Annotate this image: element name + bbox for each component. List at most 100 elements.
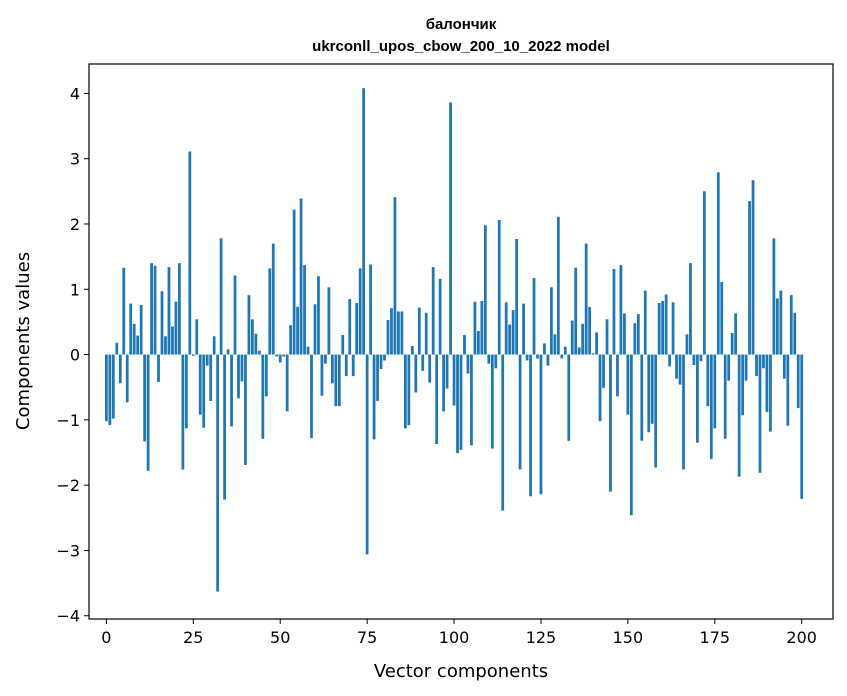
bar-85 xyxy=(400,311,404,355)
bar-166 xyxy=(682,354,685,470)
bar-154 xyxy=(640,354,644,441)
bar-3 xyxy=(115,342,119,355)
bar-53 xyxy=(289,325,293,355)
bar-76 xyxy=(369,264,372,355)
bar-18 xyxy=(167,267,171,355)
x-tick-label: 150 xyxy=(613,628,644,647)
bar-89 xyxy=(414,354,418,393)
bar-151 xyxy=(629,354,633,516)
bar-128 xyxy=(550,287,553,355)
bar-57 xyxy=(303,265,306,355)
bar-93 xyxy=(428,354,432,383)
bar-189 xyxy=(762,354,765,369)
bar-73 xyxy=(358,268,362,355)
bar-110 xyxy=(487,354,491,364)
bar-63 xyxy=(324,354,327,364)
bar-24 xyxy=(188,151,192,355)
bar-184 xyxy=(744,354,748,381)
bar-192 xyxy=(772,238,776,355)
bar-107 xyxy=(476,331,480,355)
bar-30 xyxy=(209,354,213,401)
bar-12 xyxy=(146,354,150,471)
bar-67 xyxy=(337,354,341,407)
bar-139 xyxy=(588,306,592,355)
bar-52 xyxy=(285,354,289,412)
bar-96 xyxy=(438,278,442,355)
bar-163 xyxy=(671,302,675,355)
bar-188 xyxy=(758,354,762,473)
bar-45 xyxy=(261,354,265,439)
x-tick-label: 75 xyxy=(357,628,377,647)
bar-70 xyxy=(348,299,352,355)
bar-13 xyxy=(150,263,153,355)
bar-140 xyxy=(591,353,595,355)
bar-195 xyxy=(782,354,786,379)
bars-group xyxy=(104,88,804,592)
bar-183 xyxy=(741,354,744,416)
bar-145 xyxy=(609,354,612,492)
bar-174 xyxy=(709,354,713,460)
bar-157 xyxy=(650,354,654,424)
bar-113 xyxy=(497,220,501,355)
bar-64 xyxy=(327,287,331,355)
bar-75 xyxy=(365,354,369,555)
bar-26 xyxy=(195,319,199,355)
bar-84 xyxy=(397,311,400,355)
bar-1 xyxy=(108,354,112,426)
bar-161 xyxy=(664,294,668,355)
y-tick-label: −4 xyxy=(56,607,80,626)
bar-36 xyxy=(230,354,233,427)
bar-111 xyxy=(490,354,494,449)
bar-119 xyxy=(518,354,522,470)
bar-120 xyxy=(522,303,525,355)
chart-subtitle: ukrconll_upos_cbow_200_10_2022 model xyxy=(312,38,610,55)
bar-175 xyxy=(713,354,717,429)
bar-101 xyxy=(456,354,459,454)
bar-41 xyxy=(247,295,251,355)
y-axis-label: Components values xyxy=(13,252,34,430)
bar-153 xyxy=(636,314,640,355)
bar-181 xyxy=(734,313,738,355)
bar-197 xyxy=(789,295,793,355)
bar-32 xyxy=(216,354,220,592)
bar-144 xyxy=(605,319,609,355)
x-tick-label: 25 xyxy=(183,628,203,647)
bar-78 xyxy=(376,354,379,401)
bar-164 xyxy=(675,354,678,379)
bar-194 xyxy=(779,290,783,355)
bar-88 xyxy=(410,346,414,355)
bar-115 xyxy=(504,302,508,355)
bar-28 xyxy=(202,354,206,428)
bar-141 xyxy=(595,332,598,355)
bar-168 xyxy=(689,263,692,355)
bar-29 xyxy=(205,354,209,366)
bar-19 xyxy=(171,326,174,355)
bar-86 xyxy=(403,354,407,429)
bar-169 xyxy=(692,354,696,366)
bar-105 xyxy=(470,354,473,446)
bar-48 xyxy=(271,243,275,355)
bar-125 xyxy=(539,354,543,495)
bar-133 xyxy=(567,354,571,441)
bar-17 xyxy=(164,336,167,355)
bar-91 xyxy=(421,354,425,371)
bar-38 xyxy=(237,354,240,399)
bar-25 xyxy=(191,354,195,356)
bar-178 xyxy=(723,354,727,439)
bar-77 xyxy=(372,354,376,440)
bar-176 xyxy=(716,172,720,355)
bar-74 xyxy=(362,88,366,355)
bar-135 xyxy=(574,267,578,355)
y-tick-label: 1 xyxy=(70,280,80,299)
bar-191 xyxy=(769,354,772,432)
bar-109 xyxy=(483,225,487,355)
bar-39 xyxy=(240,354,244,382)
bar-14 xyxy=(153,265,157,355)
bar-200 xyxy=(800,354,804,499)
bar-155 xyxy=(643,290,647,355)
y-tick-label: −1 xyxy=(56,411,80,430)
bar-34 xyxy=(223,354,226,500)
bar-150 xyxy=(626,354,630,415)
bar-22 xyxy=(181,354,185,470)
